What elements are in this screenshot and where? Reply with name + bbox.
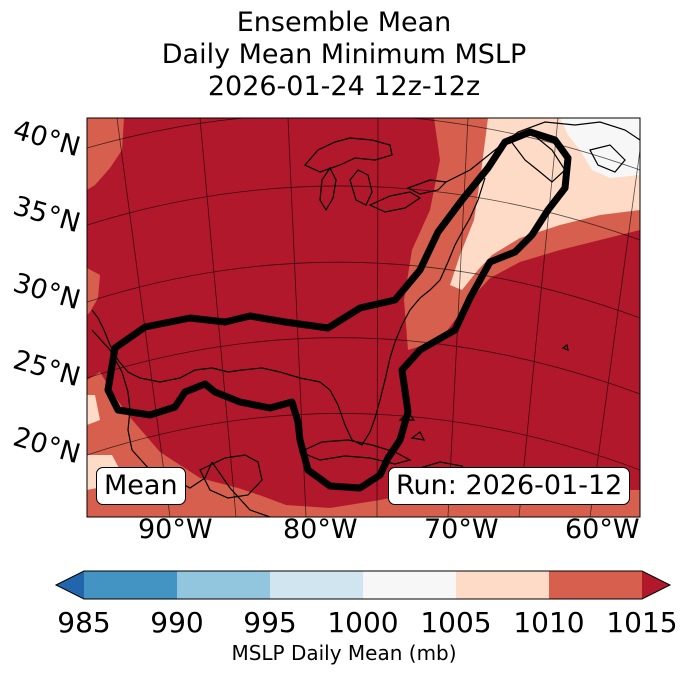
colorbar-tick-1015: 1015: [606, 606, 678, 639]
colorbar-label: MSLP Daily Mean (mb): [231, 641, 457, 665]
colorbar-segment: [456, 571, 550, 599]
colorbar-segment: [270, 571, 364, 599]
field-1010-w: [87, 268, 100, 315]
mean-label-box: Mean: [96, 467, 186, 505]
colorbar-segment: [84, 571, 178, 599]
lon-label-70w: 70°W: [424, 514, 499, 545]
colorbar-extend-low: [56, 571, 84, 599]
minimum-mslp-contour: [104, 128, 572, 492]
run-date-box: Run: 2026-01-12: [388, 467, 631, 505]
title-line-3: 2026-01-24 12z-12z: [207, 71, 481, 102]
field-1005-sw: [87, 395, 100, 425]
field-1010-nw: [87, 118, 124, 190]
colorbar-tick-990: 990: [150, 606, 204, 639]
colorbar-segment: [177, 571, 271, 599]
colorbar-segment: [549, 571, 643, 599]
colorbar-outline: [54, 570, 672, 600]
lon-label-80w: 80°W: [283, 514, 358, 545]
colorbar-extend-high: [642, 571, 670, 599]
pressure-map: [86, 117, 641, 518]
colorbar-tick-1000: 1000: [327, 606, 399, 639]
title-line-2: Daily Mean Minimum MSLP: [161, 39, 527, 70]
lon-label-90w: 90°W: [138, 514, 213, 545]
colorbar-tick-995: 995: [243, 606, 297, 639]
map-frame: [86, 117, 641, 518]
colorbar-tick-985: 985: [57, 606, 111, 639]
colorbar-segment: [363, 571, 457, 599]
colorbar-tick-1005: 1005: [420, 606, 492, 639]
colorbar-tick-1010: 1010: [513, 606, 585, 639]
title-line-1: Ensemble Mean: [236, 7, 452, 38]
lon-label-60w: 60°W: [565, 514, 640, 545]
